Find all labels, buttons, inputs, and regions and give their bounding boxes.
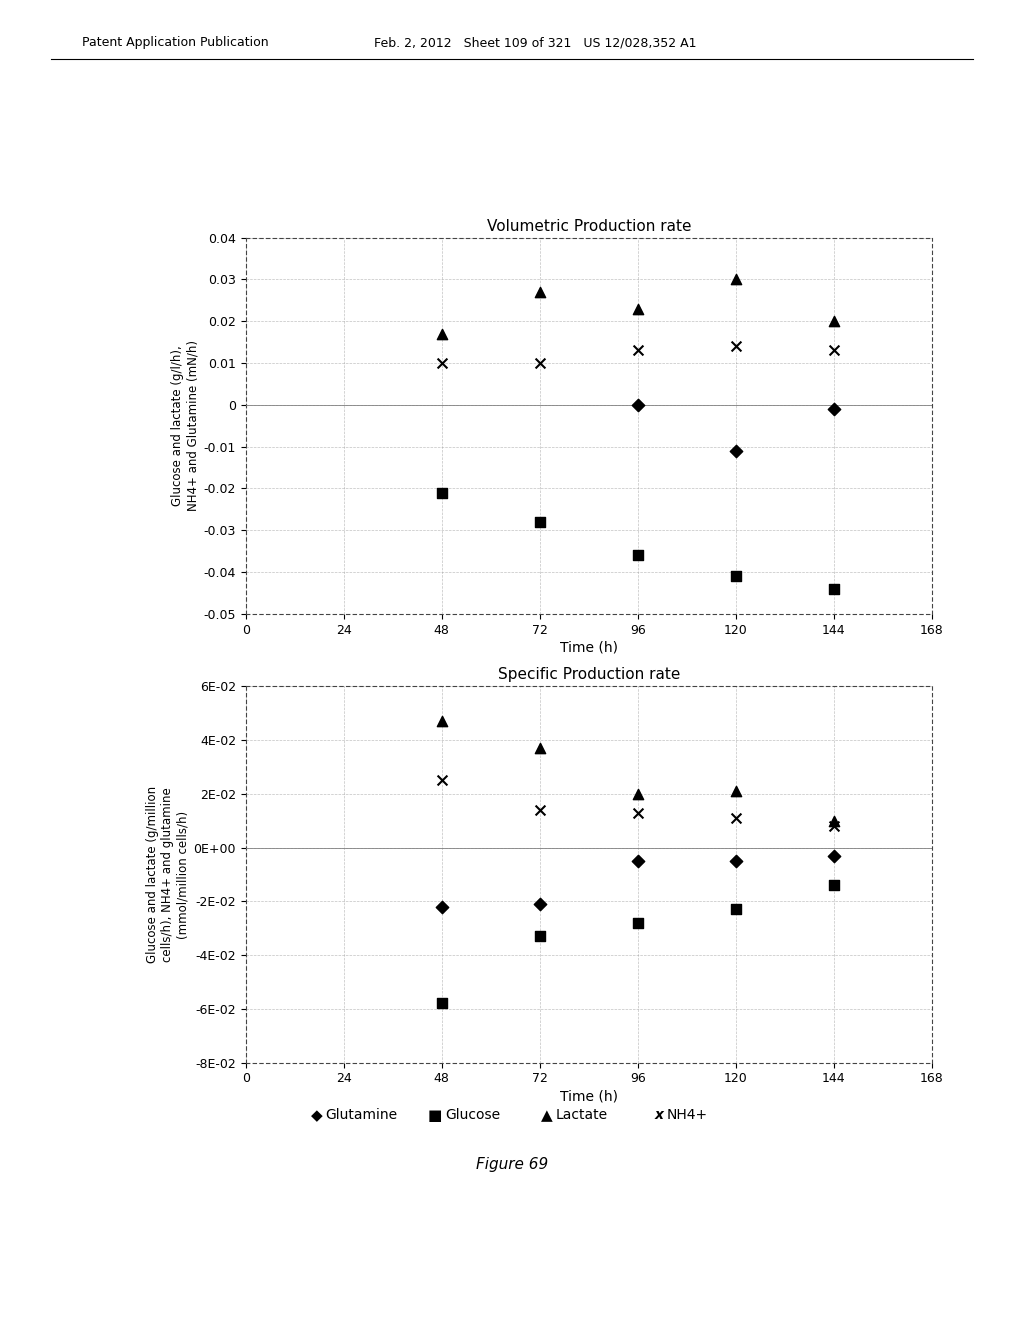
Point	[531, 800, 548, 821]
X-axis label: Time (h): Time (h)	[560, 640, 617, 655]
Point	[531, 511, 548, 532]
Y-axis label: Glucose and lactate (g/million
cells/h), NH4+ and glutamine
(mmol/million cells/: Glucose and lactate (g/million cells/h),…	[146, 785, 189, 964]
Title: Volumetric Production rate: Volumetric Production rate	[486, 219, 691, 234]
Y-axis label: Glucose and lactate (g/l/h),
NH4+ and Glutamine (mN/h): Glucose and lactate (g/l/h), NH4+ and Gl…	[171, 341, 200, 511]
Text: Patent Application Publication: Patent Application Publication	[82, 36, 268, 49]
Point	[825, 578, 842, 599]
Point	[630, 298, 646, 319]
Point	[630, 545, 646, 566]
Point	[728, 269, 744, 290]
Point	[433, 896, 450, 917]
Point	[433, 710, 450, 731]
Point	[630, 339, 646, 360]
Text: ▲: ▲	[542, 1107, 553, 1123]
Text: Figure 69: Figure 69	[476, 1156, 548, 1172]
Text: Glutamine: Glutamine	[326, 1109, 397, 1122]
Point	[531, 925, 548, 946]
Point	[825, 310, 842, 331]
Text: ◆: ◆	[311, 1107, 323, 1123]
Point	[825, 339, 842, 360]
Point	[433, 482, 450, 503]
Point	[728, 808, 744, 829]
Point	[728, 335, 744, 356]
Point	[825, 845, 842, 866]
Point	[630, 850, 646, 871]
Point	[630, 803, 646, 824]
Point	[433, 770, 450, 791]
Point	[433, 323, 450, 345]
Point	[825, 816, 842, 837]
Point	[531, 281, 548, 302]
Text: ■: ■	[428, 1107, 442, 1123]
Text: Glucose: Glucose	[445, 1109, 501, 1122]
Point	[728, 441, 744, 462]
Text: Feb. 2, 2012   Sheet 109 of 321   US 12/028,352 A1: Feb. 2, 2012 Sheet 109 of 321 US 12/028,…	[374, 36, 696, 49]
Title: Specific Production rate: Specific Production rate	[498, 668, 680, 682]
Point	[825, 399, 842, 420]
Point	[728, 565, 744, 586]
Point	[630, 395, 646, 416]
Point	[630, 783, 646, 804]
Point	[728, 850, 744, 871]
Point	[531, 738, 548, 759]
Text: Lactate: Lactate	[556, 1109, 608, 1122]
Point	[728, 899, 744, 920]
Point	[825, 875, 842, 896]
Point	[825, 810, 842, 832]
Point	[728, 780, 744, 801]
Point	[630, 912, 646, 933]
Point	[433, 352, 450, 374]
Point	[531, 352, 548, 374]
Point	[531, 894, 548, 915]
X-axis label: Time (h): Time (h)	[560, 1089, 617, 1104]
Text: NH4+: NH4+	[667, 1109, 708, 1122]
Point	[433, 993, 450, 1014]
Text: x: x	[654, 1109, 664, 1122]
